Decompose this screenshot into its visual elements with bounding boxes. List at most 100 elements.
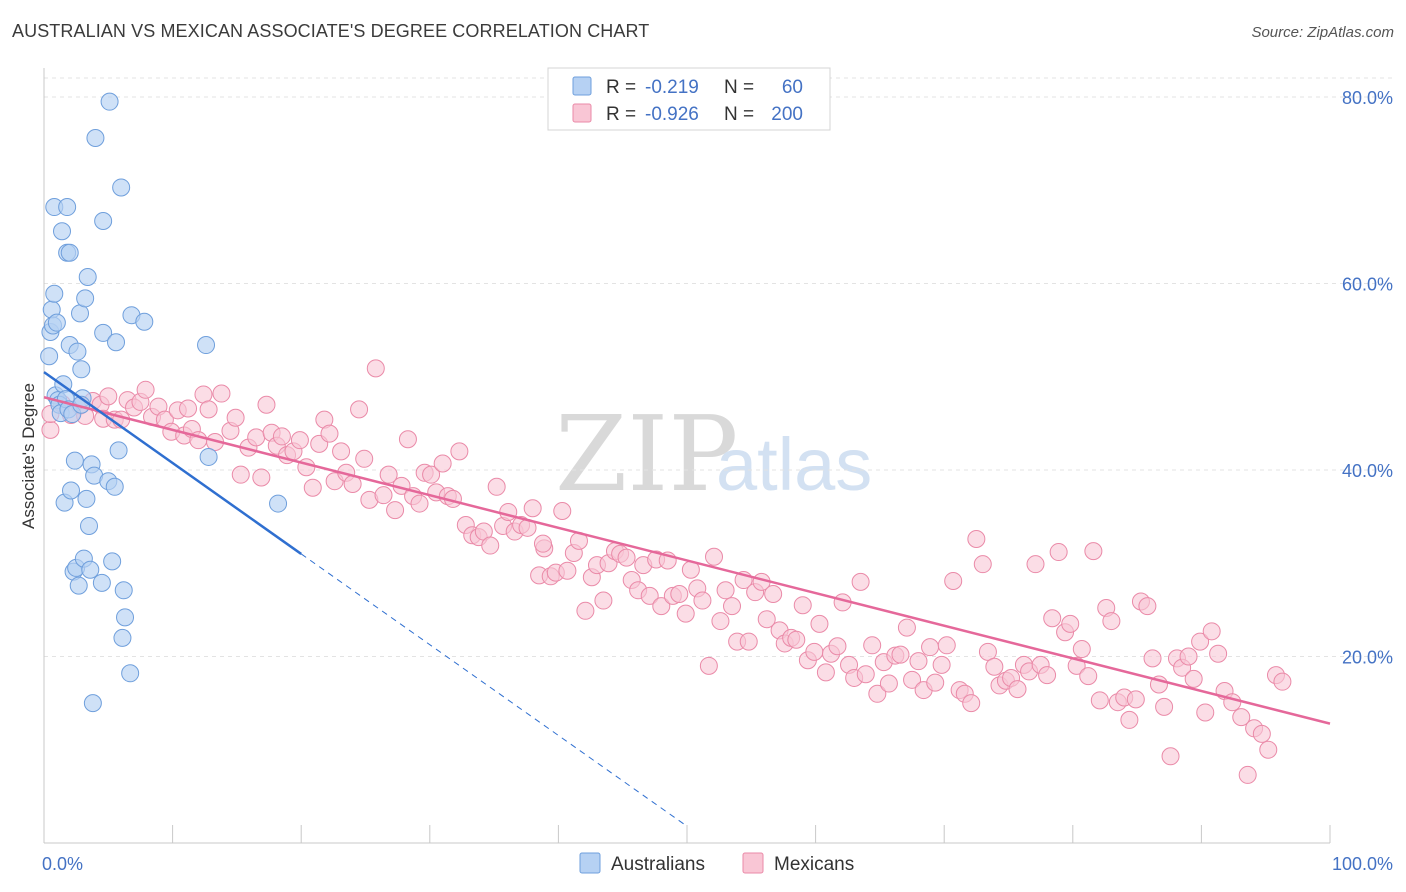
bottom-legend-swatch-australians — [579, 852, 601, 874]
mexicans-point — [386, 501, 405, 520]
mexicans-point — [1043, 609, 1062, 628]
mexicans-point — [711, 612, 730, 631]
legend-swatch-mexicans — [572, 103, 592, 123]
mexicans-point — [558, 561, 577, 580]
australians-point — [53, 222, 72, 241]
australians-point — [47, 313, 66, 332]
mexicans-point — [231, 465, 250, 484]
legend-n-label-australians: N = — [724, 77, 754, 98]
mexicans-point — [1079, 667, 1098, 686]
mexicans-point — [1049, 543, 1068, 562]
mexicans-point — [1259, 740, 1278, 759]
australians-point — [113, 628, 132, 647]
mexicans-point — [962, 694, 981, 713]
mexicans-point — [863, 636, 882, 655]
legend-r-value-mexicans: -0.926 — [645, 104, 699, 125]
axes — [43, 68, 1331, 844]
australians-point — [71, 304, 90, 323]
australians-point — [83, 694, 102, 713]
legend-swatch-australians — [572, 76, 592, 96]
australians-point — [116, 608, 135, 627]
mexicans-point — [1026, 555, 1045, 574]
mexicans-point — [617, 548, 636, 567]
australians-point — [199, 447, 218, 466]
australians-point — [77, 489, 96, 508]
australians-point — [269, 494, 288, 513]
australians-point — [105, 477, 124, 496]
mexicans-point — [716, 581, 735, 600]
mexicans-point — [787, 630, 806, 649]
mexicans-points — [41, 359, 1292, 784]
mexicans-point — [1143, 649, 1162, 668]
mexicans-point — [978, 642, 997, 661]
mexicans-point — [1061, 614, 1080, 633]
y-tick-labels: 20.0% 40.0% 60.0% 80.0% — [1342, 88, 1393, 668]
y-axis-label: Associate's Degree — [19, 383, 38, 529]
mexicans-point — [99, 387, 118, 406]
bottom-legend: Australians Mexicans — [579, 852, 854, 875]
legend-r-label-mexicans: R = — [606, 104, 636, 125]
mexicans-point — [179, 399, 198, 418]
mexicans-point — [932, 655, 951, 674]
australians-point — [81, 560, 100, 579]
mexicans-point — [1038, 666, 1057, 685]
mexicans-point — [1120, 710, 1139, 729]
australians-point — [60, 243, 79, 262]
australians-point — [78, 267, 97, 286]
mexicans-point — [194, 385, 213, 404]
mexicans-point — [640, 586, 659, 605]
australians-point — [76, 289, 95, 308]
mexicans-point — [366, 359, 385, 378]
legend-n-value-australians: 60 — [782, 77, 803, 98]
bottom-legend-swatch-mexicans — [742, 852, 764, 874]
legend-box — [547, 67, 831, 131]
legend-n-value-mexicans: 200 — [771, 104, 803, 125]
mexicans-point — [810, 614, 829, 633]
mexicans-point — [576, 601, 595, 620]
mexicans-point — [1072, 640, 1091, 659]
mexicans-point — [481, 536, 500, 555]
australians-point — [197, 336, 216, 355]
mexicans-point — [1202, 622, 1221, 641]
mexicans-point — [398, 430, 417, 449]
y-tick-label: 60.0% — [1342, 275, 1393, 295]
mexicans-point — [897, 618, 916, 637]
mexicans-point — [594, 591, 613, 610]
mexicans-point — [487, 477, 506, 496]
mexicans-point — [1102, 612, 1121, 631]
mexicans-point — [967, 530, 986, 549]
mexicans-point — [699, 656, 718, 675]
australians-point — [72, 360, 91, 379]
legend: R = -0.219 N = 60 R = -0.926 N = 200 — [547, 67, 831, 131]
mexicans-point — [523, 499, 542, 518]
mexicans-point — [290, 431, 309, 450]
mexicans-point — [926, 673, 945, 692]
mexicans-point — [41, 420, 60, 439]
y-tick-label: 20.0% — [1342, 648, 1393, 668]
australians-point — [40, 347, 59, 366]
australians-point — [94, 212, 113, 231]
mexicans-point — [723, 597, 742, 616]
mexicans-point — [257, 395, 276, 414]
mexicans-point — [1273, 672, 1292, 691]
mexicans-point — [303, 478, 322, 497]
mexicans-point — [1238, 765, 1257, 784]
mexicans-point — [1232, 708, 1251, 727]
x-tick-label-max: 100.0% — [1332, 854, 1393, 874]
australians-point — [69, 576, 88, 595]
australians-point — [112, 178, 131, 197]
mexicans-point — [805, 642, 824, 661]
mexicans-point — [670, 585, 689, 604]
bottom-legend-label-australians: Australians — [611, 854, 705, 875]
mexicans-point — [1209, 644, 1228, 663]
mexicans-point — [499, 502, 518, 521]
mexicans-point — [652, 597, 671, 616]
mexicans-point — [944, 571, 963, 590]
mexicans-point — [252, 468, 271, 487]
mexicans-point — [816, 663, 835, 682]
australians-trend-line — [43, 371, 302, 555]
chart-title: AUSTRALIAN VS MEXICAN ASSOCIATE'S DEGREE… — [12, 21, 650, 41]
mexicans-point — [1191, 632, 1210, 651]
australians-point — [62, 481, 81, 500]
